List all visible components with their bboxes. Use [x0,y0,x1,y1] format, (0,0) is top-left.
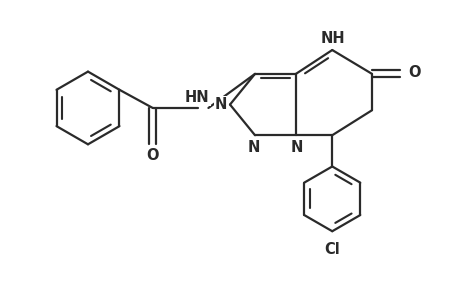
Text: O: O [407,65,420,80]
Text: O: O [146,148,159,163]
Text: N: N [290,140,302,155]
Text: HN: HN [185,90,209,105]
Text: N: N [247,140,259,155]
Text: Cl: Cl [324,242,339,257]
Text: N: N [214,97,227,112]
Text: NH: NH [320,31,345,46]
